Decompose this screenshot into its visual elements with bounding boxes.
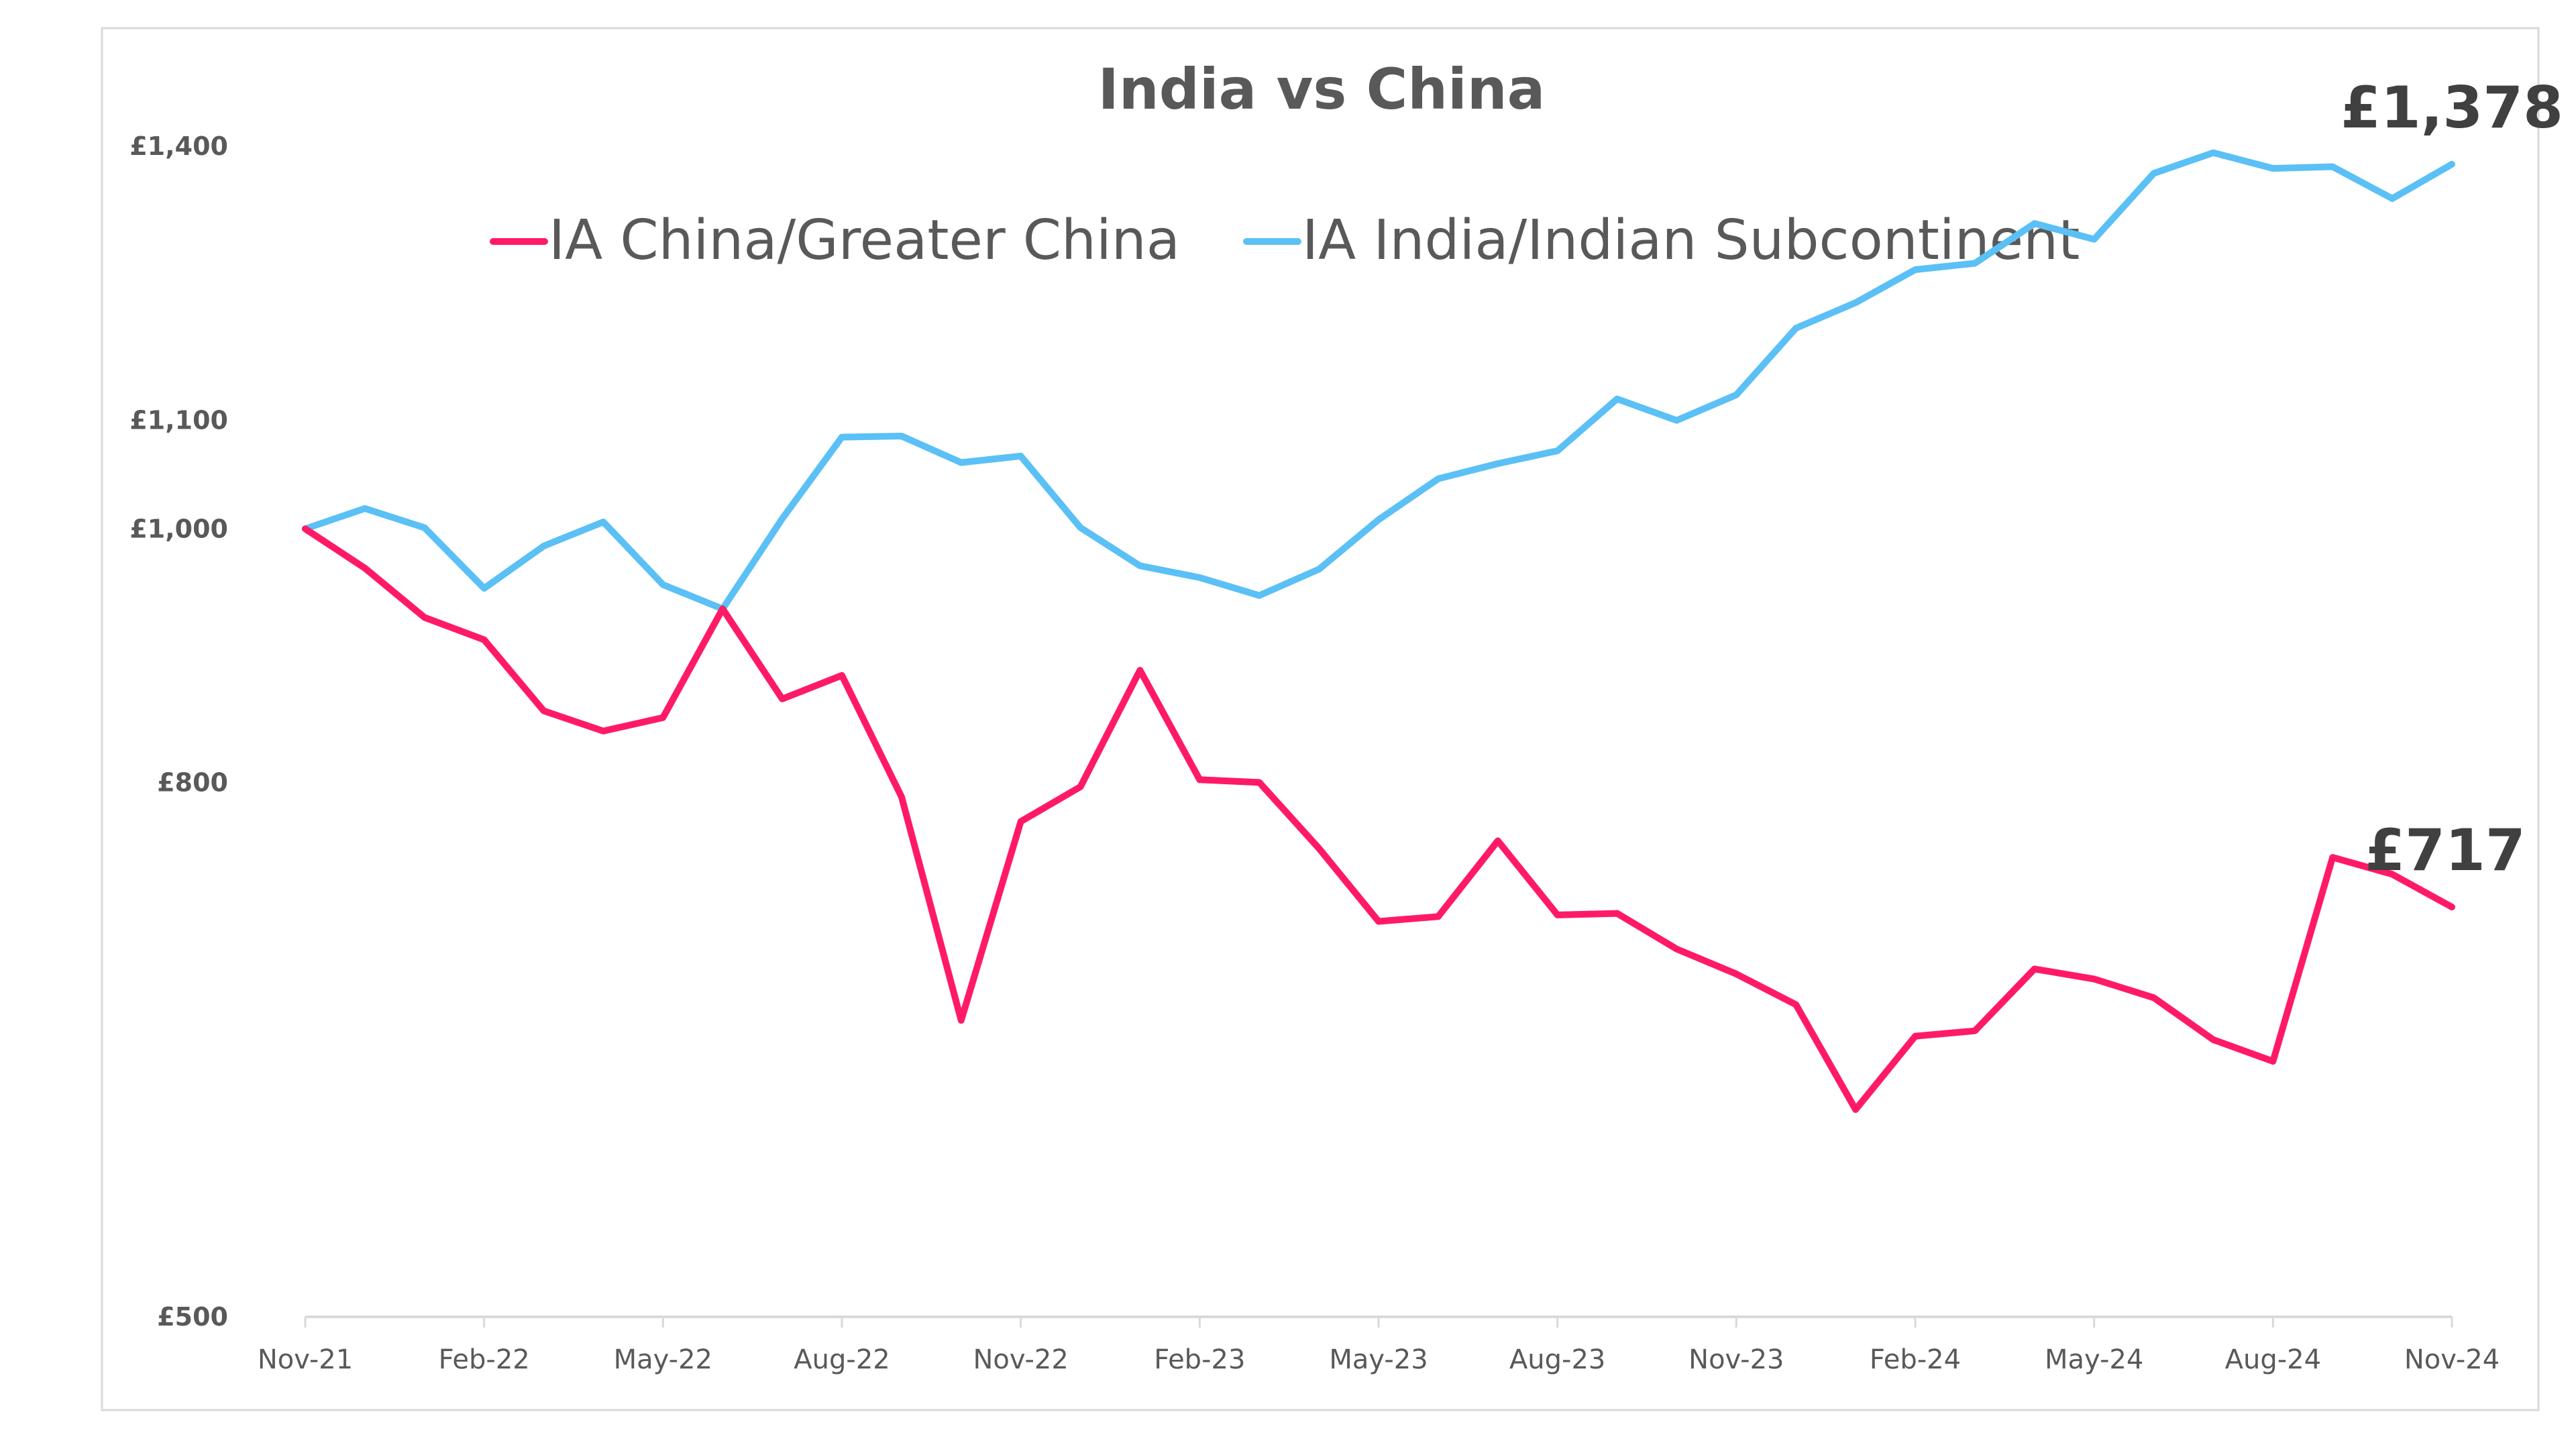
y-tick-label: £1,000: [129, 514, 228, 543]
legend-label-china: IA China/Greater China: [549, 209, 1180, 272]
x-tick-label: Feb-24: [1870, 1344, 1961, 1375]
series-line-china: [302, 525, 2455, 1113]
x-tick-label: May-23: [1329, 1344, 1428, 1375]
x-tick-label: Feb-23: [1154, 1344, 1245, 1375]
x-tick-label: Nov-22: [973, 1344, 1069, 1375]
series-line-india: [302, 149, 2455, 612]
end-label-china: £717: [2365, 817, 2525, 884]
x-tick-label: May-24: [2045, 1344, 2143, 1375]
y-axis: £500 £800 £1,000 £1,100 £1,400: [129, 131, 228, 1332]
end-label-india: £1,378: [2341, 74, 2563, 142]
end-labels: £1,378 £717: [2341, 74, 2563, 884]
legend: IA China/Greater China IA India/Indian S…: [490, 209, 2080, 272]
series-layer: [302, 149, 2455, 1113]
x-tick-label: Aug-22: [794, 1344, 890, 1375]
x-axis: Nov-21 Feb-22 May-22 Aug-22 Nov-22 Feb-23 May-…: [258, 1316, 2500, 1375]
x-tick-label: Nov-24: [2404, 1344, 2500, 1375]
x-tick-label: May-22: [614, 1344, 712, 1375]
y-tick-label: £500: [157, 1302, 228, 1332]
x-tick-label: Nov-23: [1688, 1344, 1784, 1375]
chart-title: India vs China: [1098, 56, 1546, 122]
chart-frame: [101, 27, 2540, 1411]
x-tick-label: Nov-21: [258, 1344, 353, 1375]
y-tick-label: £1,400: [129, 131, 228, 161]
x-tick-label: Aug-24: [2225, 1344, 2321, 1375]
y-tick-label: £1,100: [129, 406, 228, 435]
x-tick-label: Feb-22: [439, 1344, 530, 1375]
y-tick-label: £800: [157, 767, 228, 797]
x-tick-label: Aug-23: [1509, 1344, 1605, 1375]
legend-label-india: IA India/Indian Subcontinent: [1302, 209, 2080, 272]
